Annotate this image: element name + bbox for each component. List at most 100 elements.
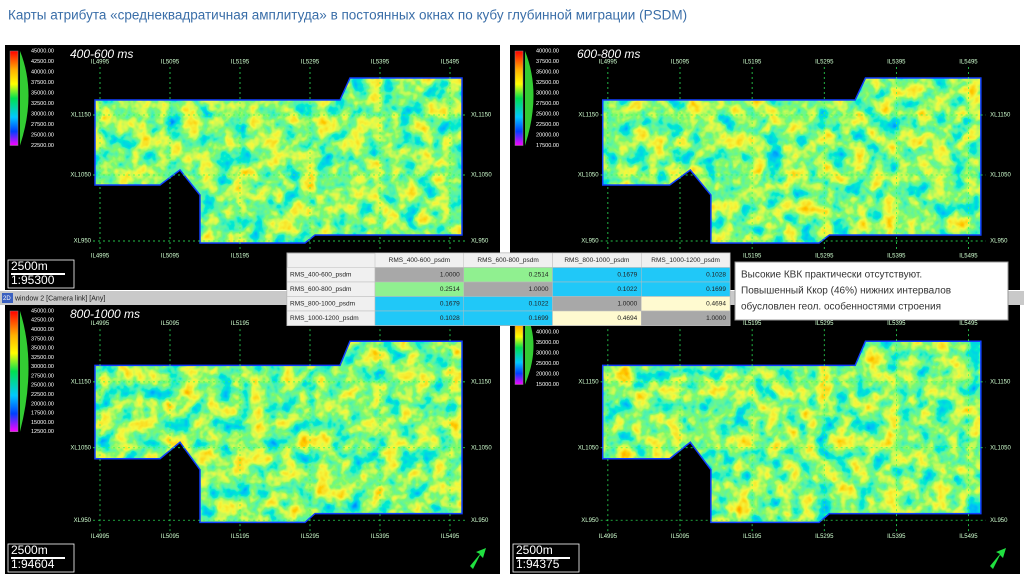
xl-label-right: XL1150 bbox=[990, 379, 1011, 385]
cell-value: 1.0000 bbox=[706, 315, 726, 322]
row-header: RMS_1000-1200_psdm bbox=[290, 315, 359, 322]
il-label-top: IL5495 bbox=[959, 321, 978, 327]
scale-length: 2500m bbox=[516, 543, 553, 557]
cell-value: 0.1679 bbox=[440, 300, 460, 307]
colorbar-label: 35000.00 bbox=[536, 340, 559, 346]
il-label-bottom: IL5095 bbox=[161, 254, 180, 260]
cell-value: 1.0000 bbox=[617, 300, 637, 307]
il-label-bottom: IL5195 bbox=[231, 254, 250, 260]
column-header: RMS_800-1000_psdm bbox=[564, 257, 629, 264]
colorbar-label: 40000.00 bbox=[31, 69, 54, 75]
window-title: window 2 [Camera link] [Any] bbox=[14, 295, 105, 302]
colorbar-label: 20000.00 bbox=[31, 401, 54, 407]
window-icon-label: 2D bbox=[3, 296, 11, 302]
colorbar-label: 32500.00 bbox=[31, 101, 54, 107]
colorbar-label: 15000.00 bbox=[536, 382, 559, 388]
colorbar bbox=[9, 50, 19, 146]
colorbar-label: 35000.00 bbox=[31, 90, 54, 96]
colorbar-label: 17500.00 bbox=[31, 411, 54, 417]
il-label-bottom: IL5395 bbox=[887, 254, 906, 260]
il-label-bottom: IL5495 bbox=[959, 254, 978, 260]
xl-label-left: XL1050 bbox=[70, 173, 91, 179]
cell-value: 0.1699 bbox=[706, 286, 726, 293]
scale-box bbox=[512, 543, 580, 573]
scale-ratio: 1:94375 bbox=[516, 557, 560, 571]
il-label-top: IL5095 bbox=[671, 60, 690, 66]
colorbar bbox=[514, 50, 524, 146]
panel-label: 600-800 ms bbox=[577, 47, 640, 61]
map-border bbox=[601, 77, 982, 244]
cell-value: 0.2514 bbox=[529, 271, 549, 278]
note-box bbox=[734, 261, 1009, 321]
row-header: RMS_600-800_psdm bbox=[290, 286, 351, 293]
colorbar-label: 17500.00 bbox=[536, 143, 559, 149]
il-label-bottom: IL5295 bbox=[301, 534, 320, 540]
il-label-bottom: IL4995 bbox=[91, 254, 110, 260]
colorbar-label: 25000.00 bbox=[31, 383, 54, 389]
xl-label-right: XL1050 bbox=[471, 445, 492, 451]
il-label-bottom: IL5195 bbox=[743, 254, 762, 260]
scale-ratio: 1:95300 bbox=[11, 273, 55, 287]
column-header: RMS_600-800_psdm bbox=[477, 257, 538, 264]
il-label-top: IL5195 bbox=[231, 60, 250, 66]
note-line: Высокие КВК практически отсутствуют. bbox=[741, 270, 922, 281]
xl-label-left: XL950 bbox=[581, 518, 599, 524]
il-label-top: IL5295 bbox=[815, 321, 834, 327]
colorbar-label: 22500.00 bbox=[31, 392, 54, 398]
il-label-top: IL5295 bbox=[815, 60, 834, 66]
colorbar-label: 32500.00 bbox=[536, 80, 559, 86]
xl-label-left: XL1150 bbox=[578, 113, 599, 119]
scale-box bbox=[7, 543, 75, 573]
colorbar-label: 22500.00 bbox=[31, 143, 54, 149]
xl-label-left: XL950 bbox=[74, 518, 92, 524]
note-line: Повышенный Ккор (46%) нижних интервалов bbox=[741, 286, 951, 297]
il-label-top: IL5095 bbox=[161, 321, 180, 327]
il-label-bottom: IL5495 bbox=[441, 534, 460, 540]
il-label-bottom: IL5295 bbox=[815, 534, 834, 540]
il-label-top: IL5295 bbox=[301, 60, 320, 66]
il-label-top: IL5395 bbox=[371, 60, 390, 66]
il-label-top: IL5495 bbox=[959, 60, 978, 66]
cell-value: 1.0000 bbox=[529, 286, 549, 293]
colorbar-label: 12500.00 bbox=[31, 429, 54, 435]
colorbar-label: 30000.00 bbox=[536, 90, 559, 96]
panel-label: 400-600 ms bbox=[70, 47, 133, 61]
il-label-top: IL4995 bbox=[599, 60, 618, 66]
histogram bbox=[20, 311, 29, 432]
colorbar-label: 40000.00 bbox=[536, 329, 559, 335]
il-label-bottom: IL5095 bbox=[161, 534, 180, 540]
colorbar-label: 37500.00 bbox=[536, 59, 559, 65]
colorbar-label: 42500.00 bbox=[31, 59, 54, 65]
window-icon bbox=[2, 293, 13, 303]
map-border bbox=[94, 340, 463, 524]
row-header: RMS_800-1000_psdm bbox=[290, 300, 355, 307]
xl-label-left: XL950 bbox=[74, 239, 92, 245]
xl-label-left: XL1150 bbox=[71, 113, 92, 119]
cell-value: 0.1028 bbox=[440, 315, 460, 322]
scale-ratio: 1:94604 bbox=[11, 557, 55, 571]
il-label-top: IL5395 bbox=[887, 321, 906, 327]
il-label-top: IL4995 bbox=[91, 60, 110, 66]
cell-value: 0.4694 bbox=[617, 315, 637, 322]
cell-value: 0.4694 bbox=[706, 300, 726, 307]
cell-value: 0.1028 bbox=[706, 271, 726, 278]
colorbar-label: 35000.00 bbox=[31, 346, 54, 352]
xl-label-left: XL1150 bbox=[71, 379, 92, 385]
il-label-bottom: IL4995 bbox=[91, 534, 110, 540]
xl-label-left: XL950 bbox=[581, 239, 599, 245]
il-label-top: IL5495 bbox=[441, 60, 460, 66]
scale-length: 2500m bbox=[11, 259, 48, 273]
colorbar-label: 45000.00 bbox=[31, 308, 54, 314]
colorbar-label: 20000.00 bbox=[536, 132, 559, 138]
xl-label-left: XL1050 bbox=[70, 445, 91, 451]
colorbar-label: 32500.00 bbox=[31, 355, 54, 361]
colorbar-label: 25000.00 bbox=[31, 132, 54, 138]
il-label-bottom: IL5395 bbox=[887, 534, 906, 540]
il-label-bottom: IL5295 bbox=[815, 254, 834, 260]
il-label-top: IL4995 bbox=[91, 321, 110, 327]
colorbar-label: 37500.00 bbox=[31, 336, 54, 342]
map-border bbox=[94, 77, 463, 244]
cell-value: 0.2514 bbox=[440, 286, 460, 293]
xl-label-right: XL1150 bbox=[471, 113, 492, 119]
